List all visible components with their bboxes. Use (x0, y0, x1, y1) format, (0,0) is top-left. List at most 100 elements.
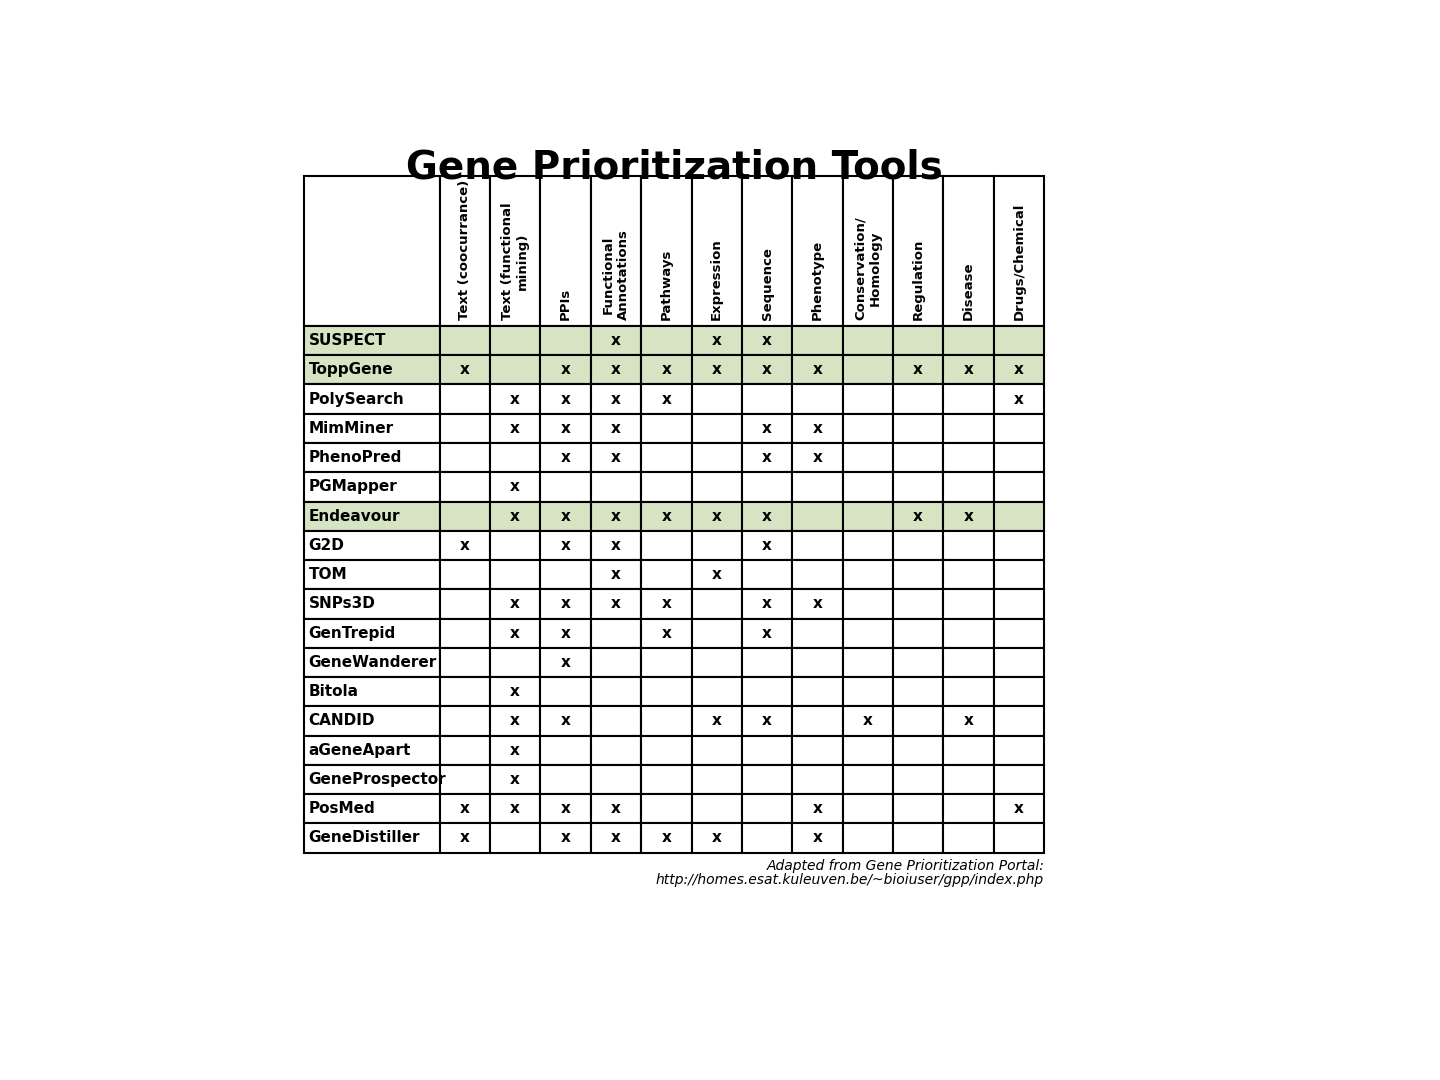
Text: aGeneApart: aGeneApart (308, 743, 410, 758)
Text: x: x (510, 421, 520, 436)
Bar (893, 414, 943, 443)
Bar (490, 384, 540, 414)
Bar (490, 823, 540, 852)
Text: x: x (661, 625, 671, 640)
Bar (994, 326, 1044, 355)
Bar (691, 677, 742, 706)
Bar (490, 472, 540, 501)
Bar (304, 176, 439, 326)
Bar (994, 648, 1044, 677)
Text: x: x (510, 509, 520, 524)
Text: x: x (762, 625, 772, 640)
Text: PPIs: PPIs (559, 287, 572, 320)
Bar (691, 794, 742, 823)
Bar (691, 355, 742, 384)
Bar (842, 530, 893, 561)
Bar (742, 176, 792, 326)
Text: x: x (560, 831, 570, 846)
Bar (943, 326, 994, 355)
Bar (842, 355, 893, 384)
Bar (893, 765, 943, 794)
Text: x: x (963, 363, 973, 377)
Text: x: x (812, 831, 822, 846)
Bar (439, 443, 490, 472)
Bar (641, 176, 691, 326)
Text: Regulation: Regulation (912, 239, 924, 320)
Bar (641, 501, 691, 530)
Bar (994, 443, 1044, 472)
Text: x: x (459, 538, 469, 553)
Bar (943, 590, 994, 619)
Bar (842, 735, 893, 765)
Text: x: x (762, 714, 772, 729)
Bar (641, 414, 691, 443)
Bar (893, 561, 943, 590)
Bar (994, 677, 1044, 706)
Text: x: x (1014, 392, 1024, 406)
Bar (490, 414, 540, 443)
Bar (691, 530, 742, 561)
Bar (439, 677, 490, 706)
Bar (893, 176, 943, 326)
Text: x: x (510, 772, 520, 787)
Bar (893, 530, 943, 561)
Bar (304, 794, 439, 823)
Text: Disease: Disease (962, 261, 975, 320)
Bar (742, 619, 792, 648)
Bar (742, 706, 792, 735)
Bar (691, 472, 742, 501)
Bar (304, 590, 439, 619)
Text: G2D: G2D (308, 538, 344, 553)
Bar (439, 735, 490, 765)
Bar (943, 677, 994, 706)
Bar (439, 706, 490, 735)
Bar (943, 355, 994, 384)
Text: http://homes.esat.kuleuven.be/~bioiuser/gpp/index.php: http://homes.esat.kuleuven.be/~bioiuser/… (657, 873, 1044, 887)
Bar (742, 384, 792, 414)
Bar (641, 794, 691, 823)
Bar (540, 561, 590, 590)
Bar (590, 794, 641, 823)
Text: x: x (913, 509, 923, 524)
Text: x: x (812, 596, 822, 611)
Bar (691, 706, 742, 735)
Bar (641, 443, 691, 472)
Bar (842, 706, 893, 735)
Bar (994, 414, 1044, 443)
Bar (304, 472, 439, 501)
Text: GeneDistiller: GeneDistiller (308, 831, 420, 846)
Bar (842, 176, 893, 326)
Text: x: x (560, 363, 570, 377)
Bar (641, 648, 691, 677)
Bar (943, 443, 994, 472)
Bar (792, 794, 842, 823)
Text: x: x (762, 450, 772, 465)
Bar (943, 706, 994, 735)
Text: Conservation/
Homology: Conservation/ Homology (854, 216, 881, 320)
Bar (490, 735, 540, 765)
Bar (490, 677, 540, 706)
Bar (842, 326, 893, 355)
Bar (439, 176, 490, 326)
Bar (641, 384, 691, 414)
Text: x: x (560, 654, 570, 670)
Bar (540, 530, 590, 561)
Text: Bitola: Bitola (308, 685, 359, 699)
Bar (490, 765, 540, 794)
Text: x: x (963, 509, 973, 524)
Bar (893, 472, 943, 501)
Bar (994, 619, 1044, 648)
Bar (641, 590, 691, 619)
Bar (641, 765, 691, 794)
Bar (590, 176, 641, 326)
Bar (943, 794, 994, 823)
Bar (943, 561, 994, 590)
Bar (691, 735, 742, 765)
Text: x: x (611, 538, 621, 553)
Bar (842, 561, 893, 590)
Text: x: x (459, 831, 469, 846)
Bar (994, 355, 1044, 384)
Bar (590, 706, 641, 735)
Text: x: x (560, 509, 570, 524)
Bar (540, 355, 590, 384)
